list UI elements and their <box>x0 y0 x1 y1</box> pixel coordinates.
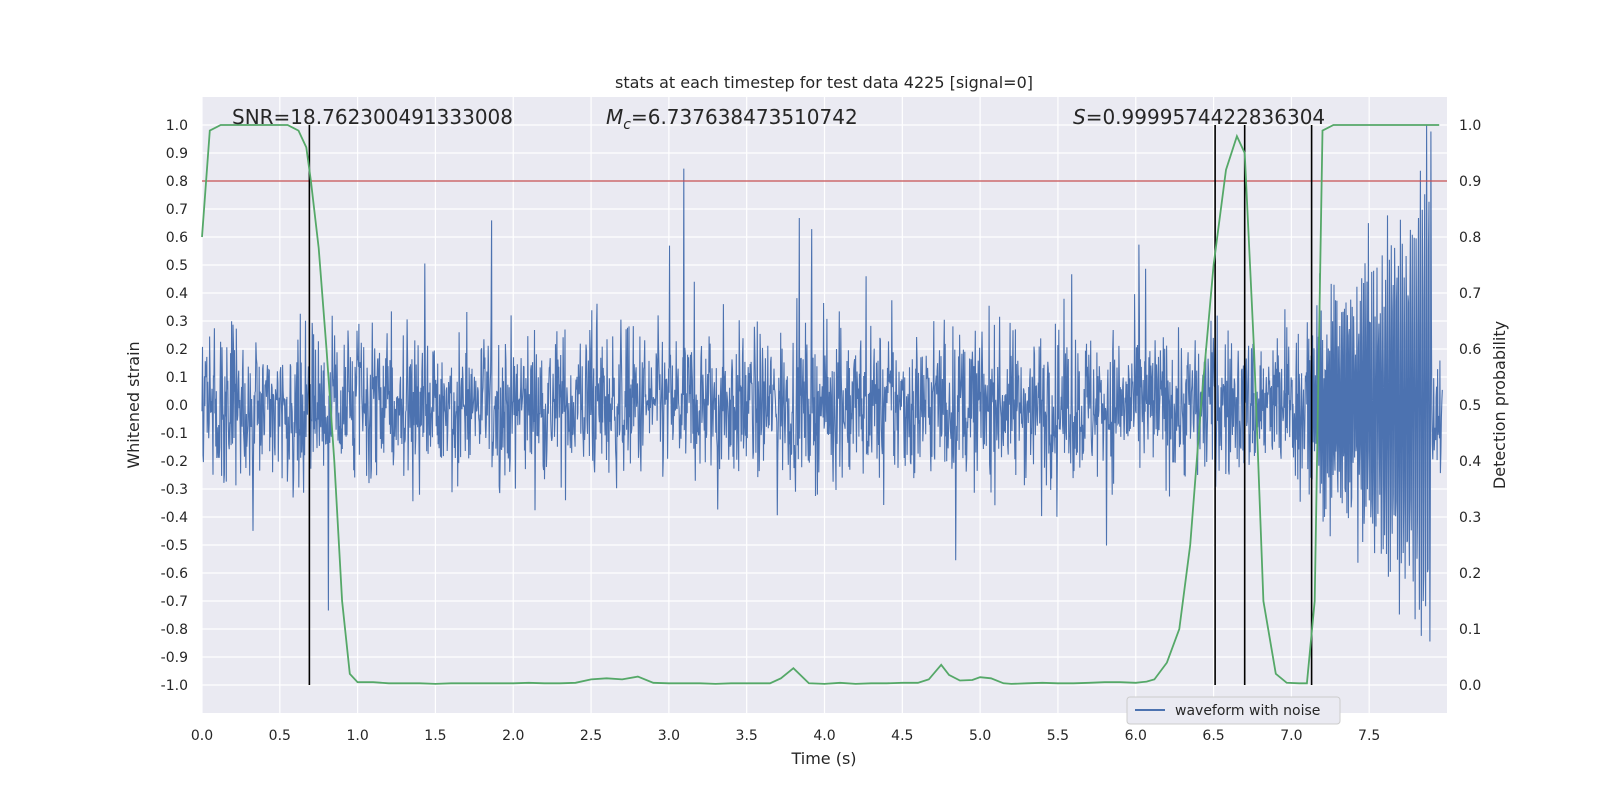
y-left-tick-label: 0.8 <box>166 174 188 190</box>
y-right-tick-label: 0.2 <box>1459 566 1481 582</box>
y-right-tick-label: 0.1 <box>1459 622 1481 638</box>
x-tick-label: 0.5 <box>269 728 291 744</box>
score-symbol: S <box>1073 105 1086 129</box>
x-tick-label: 2.5 <box>580 728 602 744</box>
chirp-mass-value: =6.737638473510742 <box>631 105 858 129</box>
chirp-mass-annotation: Mc=6.737638473510742 <box>606 105 858 133</box>
x-tick-label: 4.5 <box>891 728 913 744</box>
waveform-line <box>201 124 1443 642</box>
y-left-tick-label: 0.2 <box>166 342 188 358</box>
gridlines <box>201 97 1447 713</box>
y-right-axis-label: Detection probability <box>1490 321 1509 489</box>
score-annotation: S=0.9999574422836304 <box>1073 105 1325 129</box>
legend-label-waveform: waveform with noise <box>1175 703 1320 719</box>
y-left-axis-label: Whitened strain <box>124 341 143 468</box>
y-left-tick-label: -0.8 <box>161 622 188 638</box>
legend: waveform with noise <box>1126 696 1341 725</box>
x-tick-label: 7.5 <box>1358 728 1380 744</box>
x-tick-label: 6.5 <box>1202 728 1224 744</box>
y-left-tick-label: -0.2 <box>161 454 188 470</box>
y-right-tick-label: 0.8 <box>1459 230 1481 246</box>
y-left-tick-label: 0.9 <box>166 146 188 162</box>
y-left-tick-label: 0.3 <box>166 314 188 330</box>
legend-box <box>1126 696 1341 725</box>
y-left-tick-label: -1.0 <box>161 678 188 694</box>
chirp-mass-symbol: M <box>606 105 623 129</box>
x-tick-labels: 0.0 0.5 1.0 1.5 2.0 2.5 3.0 3.5 4.0 4.5 5.0 5.5 6.0 6… <box>191 728 1380 744</box>
y-left-tick-label: -0.3 <box>161 482 188 498</box>
score-value: =0.9999574422836304 <box>1086 105 1325 129</box>
y-left-tick-label: -0.6 <box>161 566 188 582</box>
x-tick-label: 0.0 <box>191 728 213 744</box>
x-tick-label: 2.0 <box>502 728 524 744</box>
x-tick-label: 1.0 <box>346 728 368 744</box>
y-left-tick-label: -0.7 <box>161 594 188 610</box>
y-left-tick-label: 0.5 <box>166 258 188 274</box>
x-tick-label: 7.0 <box>1280 728 1302 744</box>
chart-title: stats at each timestep for test data 422… <box>615 73 1033 92</box>
x-tick-label: 5.5 <box>1047 728 1069 744</box>
y-left-tick-label: 0.1 <box>166 370 188 386</box>
y-left-tick-label: 0.0 <box>166 398 188 414</box>
waveform-series <box>201 124 1443 642</box>
detection-probability-line <box>201 124 1440 685</box>
y-right-tick-labels: 1.0 0.9 0.8 0.7 0.6 0.5 0.4 0.3 0.2 0.1 0.0 <box>1459 118 1481 694</box>
y-right-tick-label: 0.3 <box>1459 510 1481 526</box>
snr-annotation: SNR=18.762300491333008 <box>232 105 513 129</box>
y-right-tick-label: 0.7 <box>1459 286 1481 302</box>
chirp-mass-subscript: c <box>623 117 631 133</box>
y-left-tick-label: 1.0 <box>166 118 188 134</box>
x-tick-label: 3.0 <box>658 728 680 744</box>
y-right-tick-label: 0.9 <box>1459 174 1481 190</box>
y-left-tick-label: -0.1 <box>161 426 188 442</box>
y-right-tick-label: 0.6 <box>1459 342 1481 358</box>
y-left-tick-label: 0.6 <box>166 230 188 246</box>
y-left-tick-label: -0.4 <box>161 510 188 526</box>
y-right-tick-label: 0.0 <box>1459 678 1481 694</box>
y-right-tick-label: 1.0 <box>1459 118 1481 134</box>
y-left-tick-labels: 1.0 0.9 0.8 0.7 0.6 0.5 0.4 0.3 0.2 0.1 0.0 -0.1 -0.… <box>161 118 188 694</box>
vertical-markers <box>308 125 1313 685</box>
x-tick-label: 6.0 <box>1125 728 1147 744</box>
x-tick-label: 3.5 <box>736 728 758 744</box>
x-tick-label: 4.0 <box>813 728 835 744</box>
x-tick-label: 5.0 <box>969 728 991 744</box>
y-left-tick-label: -0.9 <box>161 650 188 666</box>
y-left-tick-label: 0.7 <box>166 202 188 218</box>
y-right-tick-label: 0.4 <box>1459 454 1481 470</box>
x-tick-label: 1.5 <box>424 728 446 744</box>
y-left-tick-label: -0.5 <box>161 538 188 554</box>
y-right-tick-label: 0.5 <box>1459 398 1481 414</box>
y-left-tick-label: 0.4 <box>166 286 188 302</box>
x-axis-label: Time (s) <box>790 749 856 768</box>
